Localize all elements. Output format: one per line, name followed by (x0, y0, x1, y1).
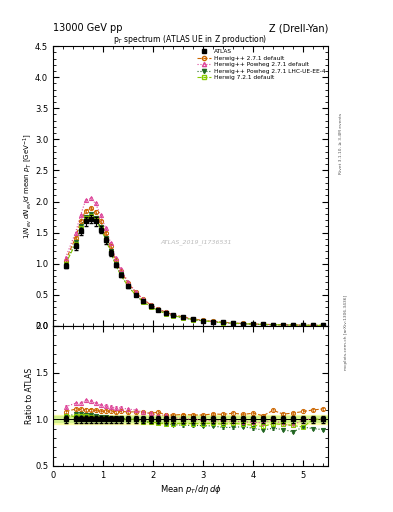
Text: 13000 GeV pp: 13000 GeV pp (53, 23, 123, 33)
Text: Z (Drell-Yan): Z (Drell-Yan) (269, 23, 328, 33)
Bar (53, 415, 328, 424)
Y-axis label: Ratio to ATLAS: Ratio to ATLAS (25, 368, 34, 424)
X-axis label: Mean $p_T/d\eta\,d\phi$: Mean $p_T/d\eta\,d\phi$ (160, 482, 222, 496)
Text: ATLAS_2019_I1736531: ATLAS_2019_I1736531 (160, 239, 232, 245)
Text: mcplots.cern.ch [arXiv:1306.3436]: mcplots.cern.ch [arXiv:1306.3436] (344, 295, 348, 370)
Text: Rivet 3.1.10, ≥ 3.4M events: Rivet 3.1.10, ≥ 3.4M events (339, 113, 343, 174)
Title: p$_T$ spectrum (ATLAS UE in Z production): p$_T$ spectrum (ATLAS UE in Z production… (114, 33, 268, 46)
Y-axis label: $1/N_{ev}$ $dN_{ev}/d$ mean $p_T$ [GeV$^{-1}$]: $1/N_{ev}$ $dN_{ev}/d$ mean $p_T$ [GeV$^… (21, 133, 33, 239)
Bar (53, 416, 328, 422)
Legend: ATLAS, Herwig++ 2.7.1 default, Herwig++ Powheg 2.7.1 default, Herwig++ Powheg 2.: ATLAS, Herwig++ 2.7.1 default, Herwig++ … (196, 48, 327, 81)
